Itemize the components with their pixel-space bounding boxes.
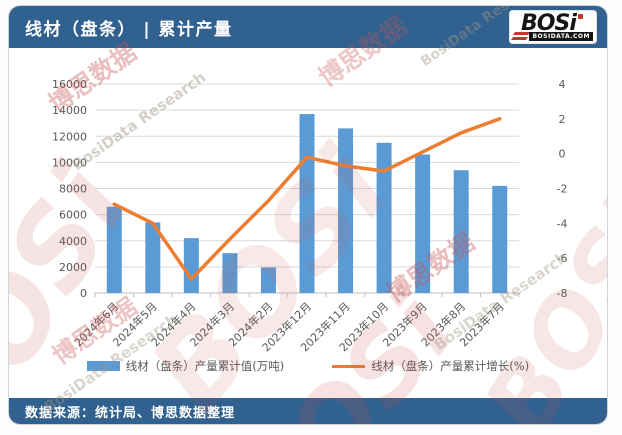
card-footer: 数据来源：统计局、博思数据整理 [9,398,607,424]
y-axis-left-label: 0 [80,287,87,300]
y-axis-left-label: 16000 [52,78,87,91]
legend-item-line: 线材（盘条）产量累计增长(%) [332,358,529,374]
bar-2023年9月 [415,154,431,293]
bar-2024年4月 [183,238,199,293]
bar-2024年5月 [145,222,161,293]
chart-card: 线材（盘条） | 累计产量 BOSi BOSIDATA.COM 0 2000 400… [8,5,608,425]
y-axis-left-label: 4000 [59,235,87,248]
y-axis-left-label: 14000 [52,104,87,117]
legend-bar-label: 线材（盘条）产量累计值(万吨) [125,359,285,373]
y-axis-right-label: 4 [559,78,566,91]
logo-stripe-icon [510,37,529,40]
page-title: 线材（盘条） | 累计产量 [25,19,233,40]
bar-2023年8月 [453,170,469,293]
bosi-logo: BOSi BOSIDATA.COM [509,10,597,44]
bar-2023年10月 [376,142,392,293]
logo-red-dot-icon [578,14,583,19]
y-axis-left-label: 8000 [59,183,87,196]
line-swatch-icon [332,364,366,368]
bar-2023年7月 [492,185,508,293]
bar-2023年12月 [299,114,315,293]
logo-brand-text: BOSi [521,11,577,36]
y-axis-right-label: -2 [557,183,568,196]
bar-2024年3月 [222,253,238,293]
bar-2024年6月 [106,206,122,293]
card-header: 线材（盘条） | 累计产量 BOSi BOSIDATA.COM [9,6,607,48]
y-axis-left-label: 2000 [59,261,87,274]
legend-line-label: 线材（盘条）产量累计增长(%) [371,359,530,373]
y-axis-right-label: 0 [559,148,566,161]
logo-stripe-icon [512,32,531,35]
data-source-text: 数据来源：统计局、博思数据整理 [25,405,236,421]
y-axis-right-label: -6 [557,252,568,265]
y-axis-left-label: 10000 [52,156,87,169]
bar-2024年2月 [260,267,276,293]
chart-area: 0 2000 4000 6000 8000 10000 12000 14000 16000 -8 -… [9,48,607,356]
growth-line [112,117,502,281]
y-axis-right-label: -8 [557,287,568,300]
y-axis-right-label: -4 [557,217,568,230]
legend-item-bar: 线材（盘条）产量累计值(万吨) [86,358,285,374]
y-axis-left-label: 6000 [59,209,87,222]
chart-svg: 0 2000 4000 6000 8000 10000 12000 14000 16000 -8 -… [52,78,568,354]
bar-2023年11月 [338,128,354,293]
logo-domain-text: BOSIDATA.COM [529,32,593,41]
y-axis-right-label: 2 [559,113,566,126]
bar-swatch-icon [86,361,120,371]
y-axis-left-label: 12000 [52,130,87,143]
chart-legend: 线材（盘条）产量累计值(万吨) 线材（盘条）产量累计增长(%) [9,358,607,374]
